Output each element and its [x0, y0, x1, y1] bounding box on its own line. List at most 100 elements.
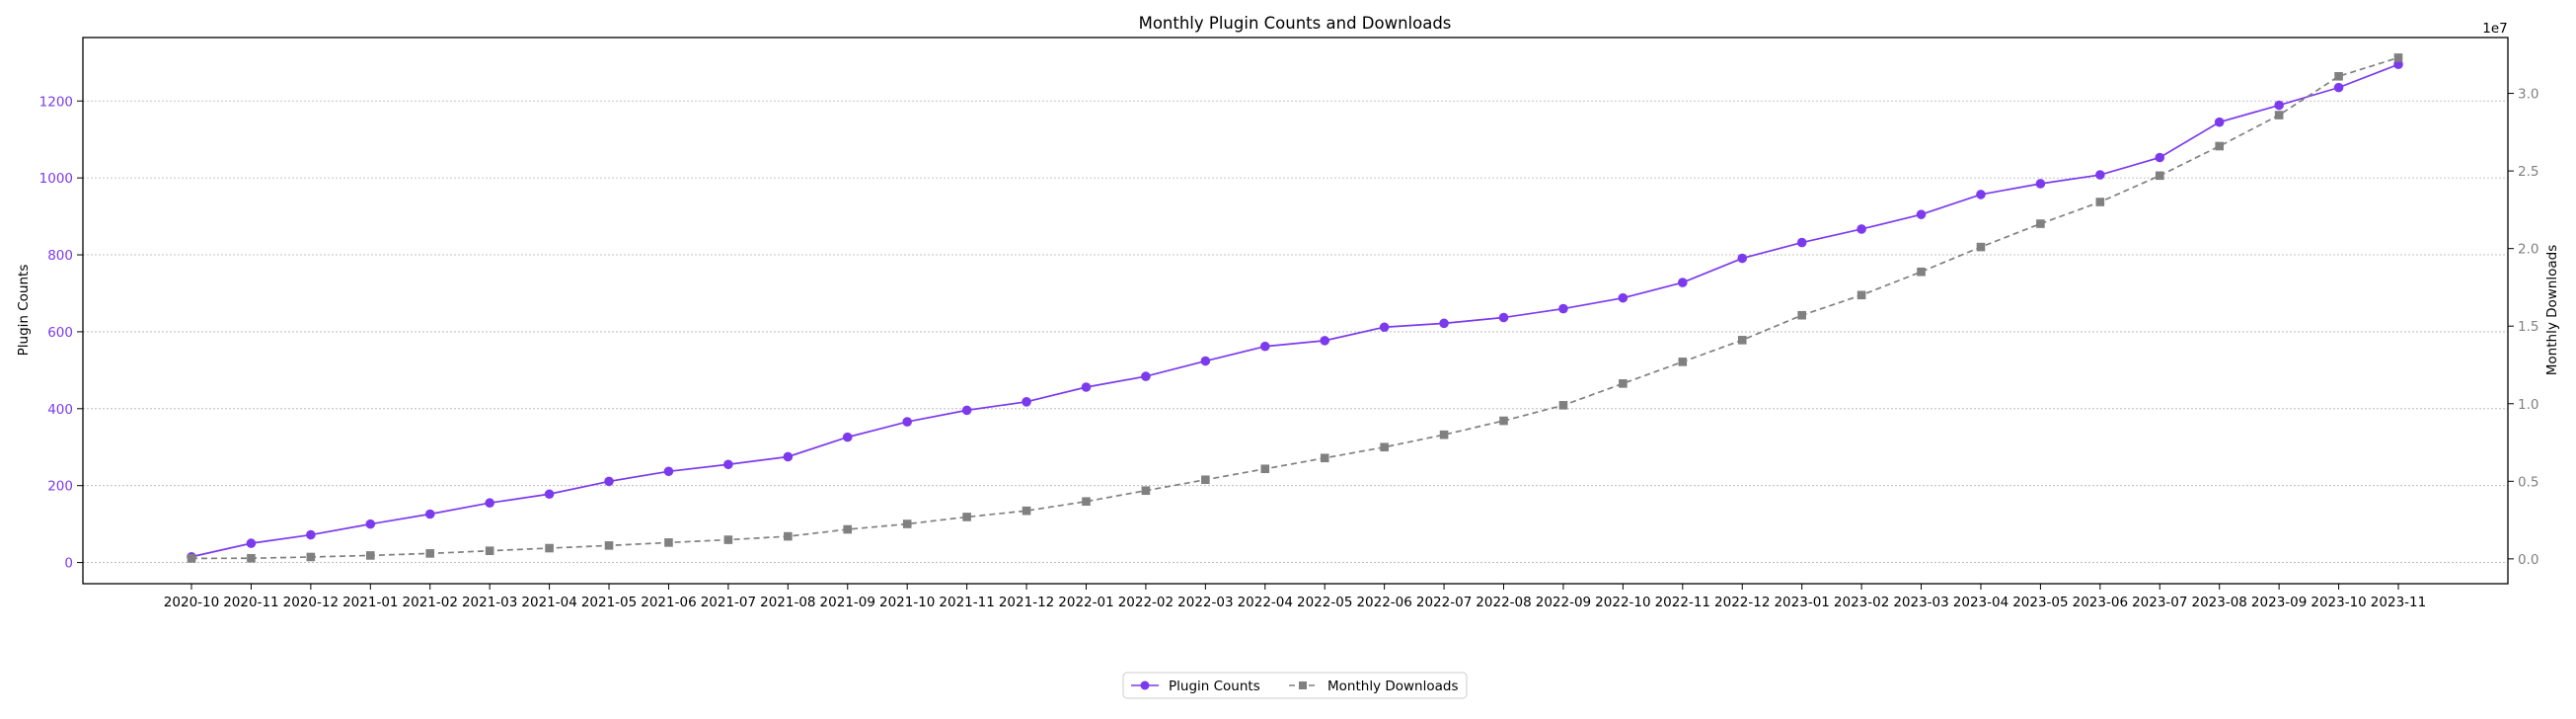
legend: Plugin Counts Monthly Downloads	[1122, 672, 1468, 699]
data-point-monthly-downloads	[1737, 336, 1747, 345]
data-point-plugin-counts	[1320, 336, 1330, 346]
x-tick-label: 2023-04	[1953, 595, 2008, 610]
x-tick-label: 2022-02	[1118, 595, 1174, 610]
data-point-monthly-downloads	[485, 546, 494, 555]
data-point-plugin-counts	[544, 489, 555, 500]
x-tick-label: 2022-12	[1714, 595, 1770, 610]
data-point-monthly-downloads	[2393, 53, 2403, 62]
data-point-monthly-downloads	[2155, 171, 2164, 181]
data-point-monthly-downloads	[1856, 290, 1866, 300]
x-tick-label: 2020-12	[283, 595, 339, 610]
data-point-plugin-counts	[1737, 253, 1748, 264]
data-point-monthly-downloads	[247, 553, 256, 563]
data-point-monthly-downloads	[365, 551, 375, 560]
x-tick-label: 2021-08	[760, 595, 815, 610]
data-point-monthly-downloads	[723, 535, 733, 544]
x-tick-label: 2022-06	[1356, 595, 1411, 610]
x-tick-label: 2022-05	[1297, 595, 1352, 610]
right-tick-label: 0.5	[2518, 474, 2538, 490]
x-tick-label: 2021-05	[581, 595, 637, 610]
data-point-monthly-downloads	[962, 513, 971, 521]
x-tick-label: 2021-12	[999, 595, 1054, 610]
data-point-plugin-counts	[1259, 341, 1270, 352]
data-point-monthly-downloads	[1201, 475, 1210, 485]
data-point-plugin-counts	[1558, 303, 1568, 314]
series-plugin-counts	[187, 59, 2403, 562]
x-tick-label: 2022-07	[1416, 595, 1472, 610]
data-point-plugin-counts	[1796, 237, 1807, 248]
data-point-monthly-downloads	[902, 519, 912, 528]
left-tick-label: 1000	[39, 171, 73, 187]
data-point-monthly-downloads	[604, 541, 614, 550]
right-axis-label: Monthly Downloads	[2544, 245, 2560, 375]
legend-marker-plugin-counts	[1140, 680, 1150, 690]
series-monthly-downloads	[187, 53, 2403, 563]
legend-label-plugin-counts: Plugin Counts	[1169, 679, 1260, 694]
data-point-monthly-downloads	[1022, 506, 1031, 516]
data-point-monthly-downloads	[843, 524, 853, 534]
x-tick-label: 2023-08	[2191, 595, 2246, 610]
data-point-plugin-counts	[1976, 190, 1986, 200]
data-point-monthly-downloads	[1976, 242, 1986, 252]
right-tick-label: 2.0	[2518, 242, 2538, 258]
x-tick-label: 2021-06	[641, 595, 696, 610]
x-tick-label: 2023-02	[1834, 595, 1889, 610]
right-tick-label: 1.0	[2518, 397, 2538, 413]
x-tick-label: 2021-04	[521, 595, 576, 610]
x-tick-label: 2021-03	[462, 595, 517, 610]
data-point-monthly-downloads	[187, 554, 196, 563]
x-tick-label: 2022-09	[1536, 595, 1591, 610]
data-point-plugin-counts	[1022, 396, 1031, 407]
data-point-monthly-downloads	[306, 552, 316, 562]
x-tick-label: 2021-09	[820, 595, 875, 610]
x-tick-label: 2022-08	[1476, 595, 1531, 610]
series-line-plugin-counts	[190, 63, 2399, 558]
legend-entry-monthly-downloads: Monthly Downloads	[1289, 679, 1458, 694]
chart-title: Monthly Plugin Counts and Downloads	[1139, 14, 1452, 33]
data-point-plugin-counts	[2214, 117, 2225, 127]
x-axis-ticks: 2020-10 2020-11 2020-12 2021-01 2021-02 2021-…	[164, 584, 2426, 610]
data-point-plugin-counts	[1141, 371, 1151, 381]
data-point-plugin-counts	[604, 476, 614, 487]
data-point-monthly-downloads	[1320, 453, 1329, 463]
right-tick-label: 3.0	[2518, 87, 2538, 103]
data-point-monthly-downloads	[664, 538, 673, 547]
data-point-plugin-counts	[365, 519, 376, 529]
x-tick-label: 2022-01	[1058, 595, 1113, 610]
data-point-plugin-counts	[1439, 318, 1449, 329]
series-line-monthly-downloads	[190, 56, 2399, 560]
x-tick-label: 2021-02	[403, 595, 458, 610]
left-y-axis-ticks: 0 200 400 600 800 1000 1200	[39, 94, 83, 572]
left-axis-label: Plugin Counts	[16, 265, 32, 357]
data-point-monthly-downloads	[2274, 111, 2284, 120]
left-tick-label: 1200	[39, 94, 73, 110]
data-point-plugin-counts	[424, 509, 435, 519]
x-tick-label: 2023-03	[1893, 595, 1948, 610]
x-tick-label: 2023-10	[2311, 595, 2366, 610]
x-tick-label: 2022-11	[1655, 595, 1710, 610]
x-tick-label: 2021-01	[342, 595, 398, 610]
data-point-plugin-counts	[485, 498, 494, 509]
data-point-plugin-counts	[1856, 224, 1866, 234]
legend-marker-monthly-downloads	[1299, 681, 1307, 689]
data-point-plugin-counts	[842, 432, 853, 442]
right-axis-offset-label: 1e7	[2482, 21, 2507, 37]
left-tick-label: 400	[47, 402, 73, 418]
data-point-plugin-counts	[723, 459, 733, 470]
data-point-plugin-counts	[1200, 356, 1211, 366]
data-point-monthly-downloads	[1797, 310, 1806, 320]
data-point-monthly-downloads	[1499, 416, 1508, 426]
right-tick-label: 0.0	[2518, 552, 2538, 568]
data-point-monthly-downloads	[2215, 141, 2225, 151]
x-tick-label: 2022-04	[1238, 595, 1293, 610]
left-tick-label: 600	[47, 325, 73, 341]
legend-entry-plugin-counts: Plugin Counts	[1131, 679, 1260, 694]
data-point-plugin-counts	[1618, 292, 1629, 303]
data-point-plugin-counts	[2155, 152, 2165, 163]
x-tick-label: 2021-11	[939, 595, 994, 610]
x-tick-label: 2022-03	[1177, 595, 1233, 610]
data-point-monthly-downloads	[1260, 464, 1270, 474]
data-point-monthly-downloads	[2334, 71, 2343, 81]
data-point-plugin-counts	[961, 405, 972, 416]
data-point-monthly-downloads	[1082, 497, 1091, 507]
